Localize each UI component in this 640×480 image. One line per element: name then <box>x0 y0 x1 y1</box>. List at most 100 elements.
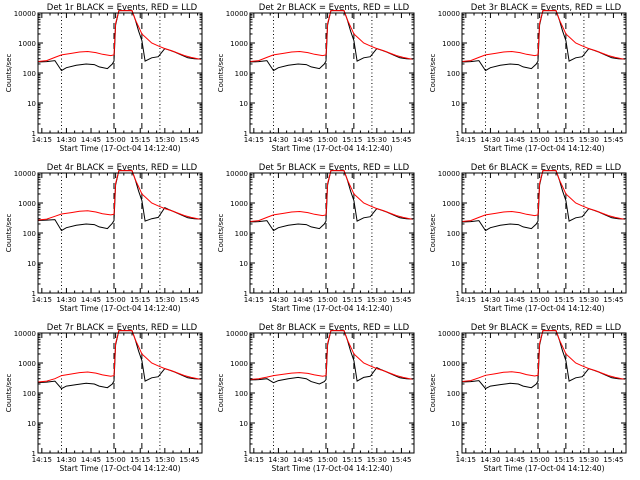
y-tick-label: 1 <box>456 290 460 298</box>
x-tick-label: 15:00 <box>530 456 550 464</box>
x-tick-label: 15:15 <box>342 456 362 464</box>
y-tick-label: 100 <box>23 70 36 78</box>
plot-frame <box>37 12 203 134</box>
series-line-events <box>462 330 625 390</box>
x-tick-label: 15:15 <box>130 296 150 304</box>
panel-title: Det 7r BLACK = Events, RED = LLD <box>47 323 198 333</box>
y-tick-label: 1000 <box>442 360 460 368</box>
y-tick-label: 1 <box>32 130 36 138</box>
x-tick-label: 14:45 <box>81 296 101 304</box>
y-tick-label: 10 <box>451 260 460 268</box>
x-tick-label: 14:15 <box>32 456 52 464</box>
x-tick-label: 15:30 <box>367 296 387 304</box>
y-tick-label: 10 <box>239 100 248 108</box>
panel-title: Det 9r BLACK = Events, RED = LLD <box>471 323 622 333</box>
detector-panel-2: Det 2r BLACK = Events, RED = LLD Counts/s… <box>217 3 415 153</box>
x-tick-label: 15:15 <box>554 136 574 144</box>
y-tick-label: 10000 <box>226 330 248 338</box>
y-tick-label: 10 <box>239 420 248 428</box>
y-tick-label: 1 <box>456 450 460 458</box>
x-tick-label: 14:15 <box>456 456 476 464</box>
y-tick-label: 1000 <box>442 40 460 48</box>
series-line-lld <box>38 10 201 62</box>
x-axis-label: Start Time (17-Oct-04 14:12:40) <box>483 464 604 473</box>
x-tick-label: 14:15 <box>244 136 264 144</box>
x-tick-label: 15:30 <box>155 456 175 464</box>
y-tick-label: 1000 <box>18 40 36 48</box>
x-tick-label: 15:30 <box>579 296 599 304</box>
detector-panel-3: Det 3r BLACK = Events, RED = LLD Counts/s… <box>429 3 627 153</box>
y-tick-label: 10000 <box>226 170 248 178</box>
detector-panel-4: Det 4r BLACK = Events, RED = LLD Counts/s… <box>5 163 203 313</box>
x-axis-label: Start Time (17-Oct-04 14:12:40) <box>59 304 180 313</box>
x-tick-label: 15:15 <box>130 456 150 464</box>
x-axis-label: Start Time (17-Oct-04 14:12:40) <box>59 464 180 473</box>
y-tick-label: 1 <box>244 450 248 458</box>
x-tick-label: 14:45 <box>293 296 313 304</box>
y-tick-label: 10 <box>239 260 248 268</box>
detector-panel-7: Det 7r BLACK = Events, RED = LLD Counts/s… <box>5 323 203 473</box>
series-line-lld <box>250 330 413 381</box>
series-line-lld <box>38 170 201 221</box>
x-axis-label: Start Time (17-Oct-04 14:12:40) <box>483 144 604 153</box>
series-line-events <box>462 10 625 72</box>
y-tick-label: 100 <box>235 390 248 398</box>
y-tick-label: 1000 <box>18 360 36 368</box>
y-tick-label: 1000 <box>230 40 248 48</box>
y-axis-label: Counts/sec <box>217 214 225 253</box>
series-line-lld <box>38 330 201 383</box>
x-tick-label: 15:30 <box>155 296 175 304</box>
x-tick-label: 15:00 <box>106 296 126 304</box>
y-axis-label: Counts/sec <box>217 374 225 413</box>
y-tick-label: 100 <box>235 70 248 78</box>
y-tick-label: 1 <box>244 290 248 298</box>
x-tick-label: 15:45 <box>603 456 623 464</box>
x-tick-label: 14:30 <box>268 296 288 304</box>
x-tick-label: 14:30 <box>56 456 76 464</box>
x-tick-label: 15:45 <box>391 456 411 464</box>
detector-panel-8: Det 8r BLACK = Events, RED = LLD Counts/s… <box>217 323 415 473</box>
x-tick-label: 15:00 <box>106 456 126 464</box>
x-tick-label: 14:30 <box>480 296 500 304</box>
x-tick-label: 15:15 <box>342 136 362 144</box>
x-tick-label: 15:45 <box>391 296 411 304</box>
series-line-lld <box>250 10 413 62</box>
x-tick-label: 15:00 <box>318 296 338 304</box>
detector-panel-9: Det 9r BLACK = Events, RED = LLD Counts/s… <box>429 323 627 473</box>
x-tick-label: 15:30 <box>579 456 599 464</box>
x-tick-label: 14:30 <box>480 136 500 144</box>
panel-title: Det 5r BLACK = Events, RED = LLD <box>259 163 410 173</box>
x-tick-label: 15:30 <box>579 136 599 144</box>
y-tick-label: 10000 <box>438 10 460 18</box>
x-tick-label: 15:15 <box>554 296 574 304</box>
x-tick-label: 14:15 <box>456 296 476 304</box>
x-tick-label: 14:15 <box>32 136 52 144</box>
plot-frame <box>461 172 627 294</box>
plot-frame <box>461 332 627 454</box>
y-tick-label: 10000 <box>438 330 460 338</box>
x-tick-label: 15:00 <box>530 136 550 144</box>
panel-title: Det 3r BLACK = Events, RED = LLD <box>471 3 622 13</box>
x-axis-label: Start Time (17-Oct-04 14:12:40) <box>271 464 392 473</box>
x-axis-label: Start Time (17-Oct-04 14:12:40) <box>483 304 604 313</box>
y-tick-label: 10000 <box>226 10 248 18</box>
y-tick-label: 1 <box>32 290 36 298</box>
x-tick-label: 14:15 <box>456 136 476 144</box>
plot-frame <box>461 12 627 134</box>
y-tick-label: 1 <box>32 450 36 458</box>
y-axis-label: Counts/sec <box>5 214 13 253</box>
x-tick-label: 15:00 <box>530 296 550 304</box>
plot-frame <box>249 172 415 294</box>
y-tick-label: 100 <box>447 230 460 238</box>
detector-panel-6: Det 6r BLACK = Events, RED = LLD Counts/s… <box>429 163 627 313</box>
y-axis-label: Counts/sec <box>5 374 13 413</box>
x-tick-label: 14:45 <box>505 456 525 464</box>
y-tick-label: 10000 <box>14 330 36 338</box>
x-tick-label: 15:00 <box>318 456 338 464</box>
x-axis-label: Start Time (17-Oct-04 14:12:40) <box>271 144 392 153</box>
y-tick-label: 10 <box>451 100 460 108</box>
series-line-lld <box>462 330 625 382</box>
y-axis-label: Counts/sec <box>217 54 225 93</box>
x-tick-label: 14:45 <box>293 456 313 464</box>
